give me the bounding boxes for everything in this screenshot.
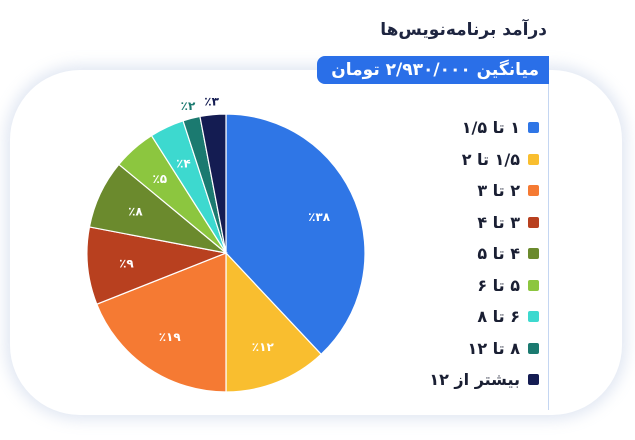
legend-swatch [528, 374, 539, 386]
legend-label: ۴ تا ۵ [477, 244, 520, 264]
slice-value-label: ٪۱۲ [252, 340, 275, 354]
pie-slices [86, 113, 366, 393]
legend-item: ۳ تا ۴ [429, 207, 539, 239]
pie-slice-3 [95, 252, 227, 393]
legend-swatch [528, 185, 539, 197]
legend-label: ۸ تا ۱۲ [467, 338, 520, 358]
legend-swatch [528, 248, 539, 260]
slice-value-label: ٪۳۸ [308, 210, 331, 224]
legend-swatch [528, 342, 539, 354]
legend-swatch [528, 279, 539, 291]
legend-label: ۶ تا ۸ [477, 307, 520, 327]
legend-label: ۱ تا ۱/۵ [461, 118, 520, 138]
chart-title: درآمد برنامه‌نویس‌ها [380, 20, 547, 40]
legend-item: ۶ تا ۸ [429, 301, 539, 333]
legend-item: ۱ تا ۱/۵ [429, 112, 539, 144]
legend-item: ۲ تا ۳ [429, 175, 539, 207]
legend-item: بیشتر از ۱۲ [429, 364, 539, 396]
legend-label: ۳ تا ۴ [477, 212, 520, 232]
pie-slice-4 [86, 226, 229, 305]
legend-label: ۵ تا ۶ [477, 275, 520, 295]
slice-value-label: ٪۱۹ [159, 330, 182, 344]
legend-swatch [528, 216, 539, 228]
divider-line [548, 84, 549, 410]
slice-value-label: ٪۸ [128, 204, 143, 218]
pie-labels: ٪۳۸ ٪۱۲ ٪۱۹ ٪۹ ٪۸ ٪۵ ٪۴ ٪۲ ٪۳ [119, 95, 331, 354]
legend-swatch [528, 311, 539, 323]
slice-value-label: ٪۵ [152, 172, 167, 186]
chart-legend: ۱ تا ۱/۵ ۱/۵ تا ۲ ۲ تا ۳ ۳ تا ۴ ۴ تا ۵ ۵ تا ۶… [429, 112, 539, 396]
slice-value-label: ٪۹ [119, 256, 134, 270]
legend-label: بیشتر از ۱۲ [429, 370, 520, 390]
legend-label: ۱/۵ تا ۲ [461, 149, 520, 169]
slice-value-label: ٪۲ [181, 99, 196, 113]
chart-subtitle: میانگین ۲/۹۳۰/۰۰۰ تومان [317, 56, 549, 84]
legend-swatch [528, 122, 539, 134]
legend-label: ۲ تا ۳ [477, 181, 520, 201]
slice-value-label: ٪۳ [204, 95, 219, 109]
pie-slice-9 [199, 113, 227, 254]
legend-swatch [528, 153, 539, 165]
legend-item: ۸ تا ۱۲ [429, 333, 539, 365]
legend-item: ۵ تا ۶ [429, 270, 539, 302]
legend-item: ۱/۵ تا ۲ [429, 144, 539, 176]
slice-value-label: ٪۴ [176, 156, 191, 170]
pie-slice-1 [225, 113, 366, 356]
legend-item: ۴ تا ۵ [429, 238, 539, 270]
pie-slice-2 [225, 251, 322, 393]
